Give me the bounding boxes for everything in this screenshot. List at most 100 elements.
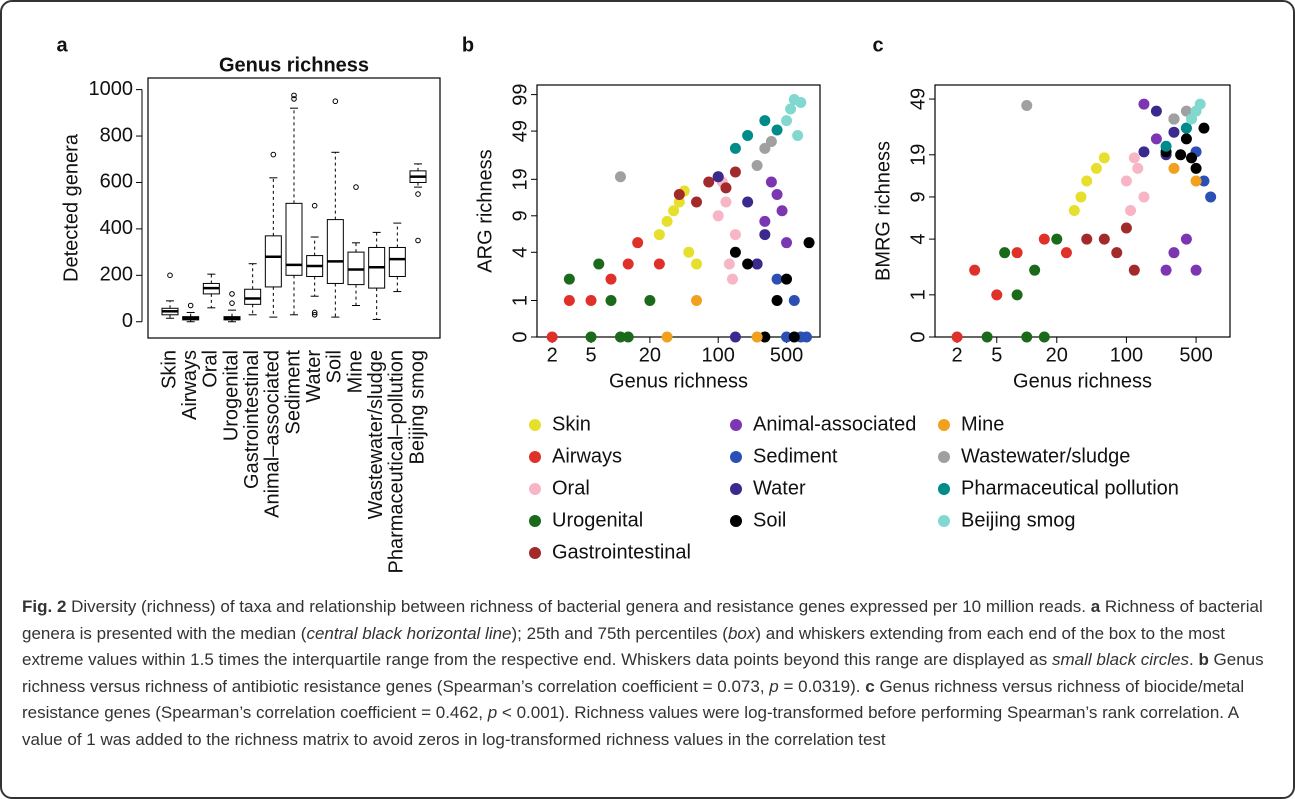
scatter-point	[781, 115, 793, 127]
scatter-point	[1021, 331, 1033, 343]
scatter-point	[991, 289, 1003, 301]
legend-swatch	[938, 451, 950, 463]
scatter-point	[726, 273, 738, 285]
x-tick-label: 5	[585, 344, 596, 366]
scatter-point	[1175, 149, 1187, 161]
caption-run: ); 25th and 75th percentiles (	[511, 623, 728, 643]
scatter-point	[759, 115, 771, 127]
chart-title: Genus richness	[219, 54, 369, 76]
outlier	[229, 300, 235, 306]
legend-swatch	[730, 419, 742, 431]
scatter-point	[605, 295, 617, 307]
x-tick-label: 2	[952, 344, 963, 366]
scatter-point	[981, 331, 993, 343]
scatter-point	[729, 142, 741, 154]
plot-frame	[147, 77, 441, 339]
scatter-point	[614, 331, 626, 343]
box	[264, 235, 282, 288]
scatter-point	[1081, 233, 1093, 245]
scatter-point	[999, 247, 1011, 259]
x-tick-label: Urogenital	[220, 350, 242, 441]
scatter-point	[765, 176, 777, 188]
caption-run: .	[1188, 650, 1199, 670]
caption-run: small black circles	[1052, 650, 1189, 670]
x-tick-label: Skin	[158, 350, 180, 389]
scatter-point	[691, 258, 703, 270]
box	[244, 288, 262, 305]
x-tick-label: Gastrointestinal	[241, 350, 263, 489]
outlier	[270, 151, 277, 158]
scatter-point	[605, 273, 617, 285]
x-tick-label: 5	[991, 344, 1002, 366]
scatter-point	[1194, 98, 1206, 110]
scatter-point	[1198, 122, 1210, 134]
caption-run: box	[727, 623, 756, 643]
scatter-point	[742, 196, 754, 208]
caption-run: Diversity (richness) of taxa and relatio…	[66, 597, 1091, 616]
scatter-point	[795, 97, 807, 109]
scatter-point	[1128, 264, 1140, 276]
scatter-point	[751, 160, 763, 172]
scatter-point	[1051, 233, 1063, 245]
scatter-point	[1111, 247, 1123, 259]
scatter-point	[622, 258, 634, 270]
legend-swatch	[938, 483, 950, 495]
scatter-point	[1168, 113, 1180, 125]
scatter-point	[803, 237, 815, 249]
scatter-point	[1132, 162, 1144, 174]
box	[388, 246, 406, 277]
y-tick-label: 800	[100, 124, 133, 146]
legend-swatch	[529, 547, 541, 559]
y-tick-label: 200	[100, 264, 133, 286]
x-tick-label: 2	[547, 344, 558, 366]
scatter-point	[1125, 205, 1137, 217]
scatter-point	[593, 258, 605, 270]
scatter-point	[712, 210, 724, 222]
y-tick-label: 99	[509, 83, 531, 105]
x-tick-label: 500	[770, 344, 803, 366]
scatter-point	[759, 142, 771, 154]
y-tick-label: 0	[907, 331, 929, 342]
caption-run: Fig. 2	[22, 597, 67, 616]
legend-label: Animal-associated	[753, 413, 916, 435]
x-tick-label: 500	[1179, 344, 1212, 366]
scatter-point	[1180, 105, 1192, 117]
y-axis-title: ARG richness	[474, 149, 496, 272]
scatter-point	[1128, 152, 1140, 164]
scatter-point	[771, 188, 783, 200]
scatter-point	[729, 166, 741, 178]
box	[326, 219, 344, 284]
caption-run: Genus richness versus richness of antibi…	[22, 650, 1264, 696]
scatter-point	[1190, 162, 1202, 174]
scatter-point	[668, 205, 680, 217]
scatter-point	[729, 246, 741, 258]
scatter-point	[788, 295, 800, 307]
x-tick-label: Sediment	[282, 350, 304, 435]
legend-label: Water	[753, 477, 806, 499]
legend-label: Wastewater/sludge	[961, 445, 1130, 467]
scatter-point	[1120, 222, 1132, 234]
scatter-point	[1180, 233, 1192, 245]
y-tick-label: 1000	[89, 78, 134, 100]
plot-frame	[536, 84, 821, 338]
outlier	[187, 302, 194, 309]
y-tick-label: 0	[122, 310, 133, 332]
x-tick-label: 20	[639, 344, 661, 366]
legend-label: Mine	[961, 413, 1004, 435]
scatter-point	[1190, 175, 1202, 187]
y-tick-label: 49	[509, 120, 531, 142]
scatter-point	[759, 229, 771, 241]
scatter-point	[781, 273, 793, 285]
outlier	[291, 92, 297, 99]
caption-run: central black horizontal line	[306, 623, 512, 643]
scatter-point	[1098, 152, 1110, 164]
legend-swatch	[938, 515, 950, 527]
legend-swatch	[529, 483, 541, 495]
scatter-point	[1190, 264, 1202, 276]
x-tick-label: 100	[1110, 344, 1143, 366]
x-tick-label: Soil	[324, 350, 346, 383]
caption-run: a	[1090, 597, 1101, 616]
figure-caption: Fig. 2 Diversity (richness) of taxa and …	[22, 594, 1277, 754]
caption-run: Richness of bacterial genera is presente…	[22, 597, 1263, 643]
scatter-point	[781, 237, 793, 249]
